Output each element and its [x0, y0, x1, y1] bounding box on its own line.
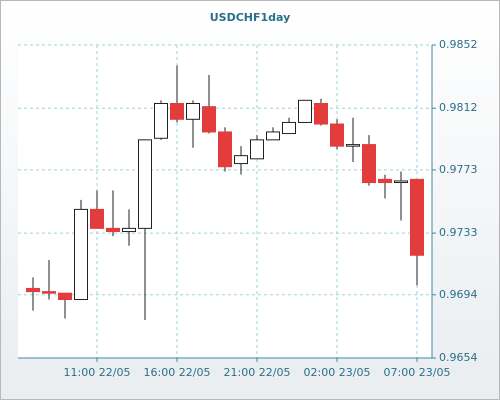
y-tick-label: 0.9733: [439, 226, 478, 239]
candle-body: [362, 144, 376, 184]
y-tick-label: 0.9812: [439, 101, 478, 114]
candle-body: [314, 102, 328, 125]
candle-body: [42, 291, 56, 294]
x-tick-label: 11:00 22/05: [64, 366, 131, 379]
candle-body: [378, 178, 392, 184]
plot-area: [18, 45, 432, 358]
candle-body: [282, 121, 296, 135]
candle-body: [218, 131, 232, 168]
y-tick-label: 0.9694: [439, 288, 478, 301]
chart-title: USDCHF1day: [210, 11, 291, 24]
candle-body: [186, 102, 200, 120]
candle-body: [74, 208, 88, 301]
x-tick-label: 07:00 23/05: [384, 366, 451, 379]
candle-body: [154, 102, 168, 139]
x-tick-label: 16:00 22/05: [144, 366, 211, 379]
candle-body: [250, 139, 264, 160]
x-tick-label: 02:00 23/05: [304, 366, 371, 379]
candle-body: [138, 139, 152, 229]
candle-body: [266, 131, 280, 141]
candle-body: [26, 287, 40, 293]
candle-body: [58, 292, 72, 301]
y-tick-label: 0.9852: [439, 38, 478, 51]
candle-body: [346, 144, 360, 147]
candle-body: [202, 106, 216, 133]
candle-body: [234, 155, 248, 165]
candle-body: [298, 99, 312, 123]
candle-body: [106, 227, 120, 233]
candle-body: [122, 227, 136, 233]
candle-body: [170, 102, 184, 120]
candle-body: [394, 180, 408, 184]
y-tick-label: 0.9654: [439, 351, 478, 364]
candle-body: [410, 178, 424, 256]
candle-body: [330, 123, 344, 147]
x-tick-label: 21:00 22/05: [224, 366, 291, 379]
y-tick-label: 0.9773: [439, 163, 478, 176]
candle-body: [90, 208, 104, 229]
